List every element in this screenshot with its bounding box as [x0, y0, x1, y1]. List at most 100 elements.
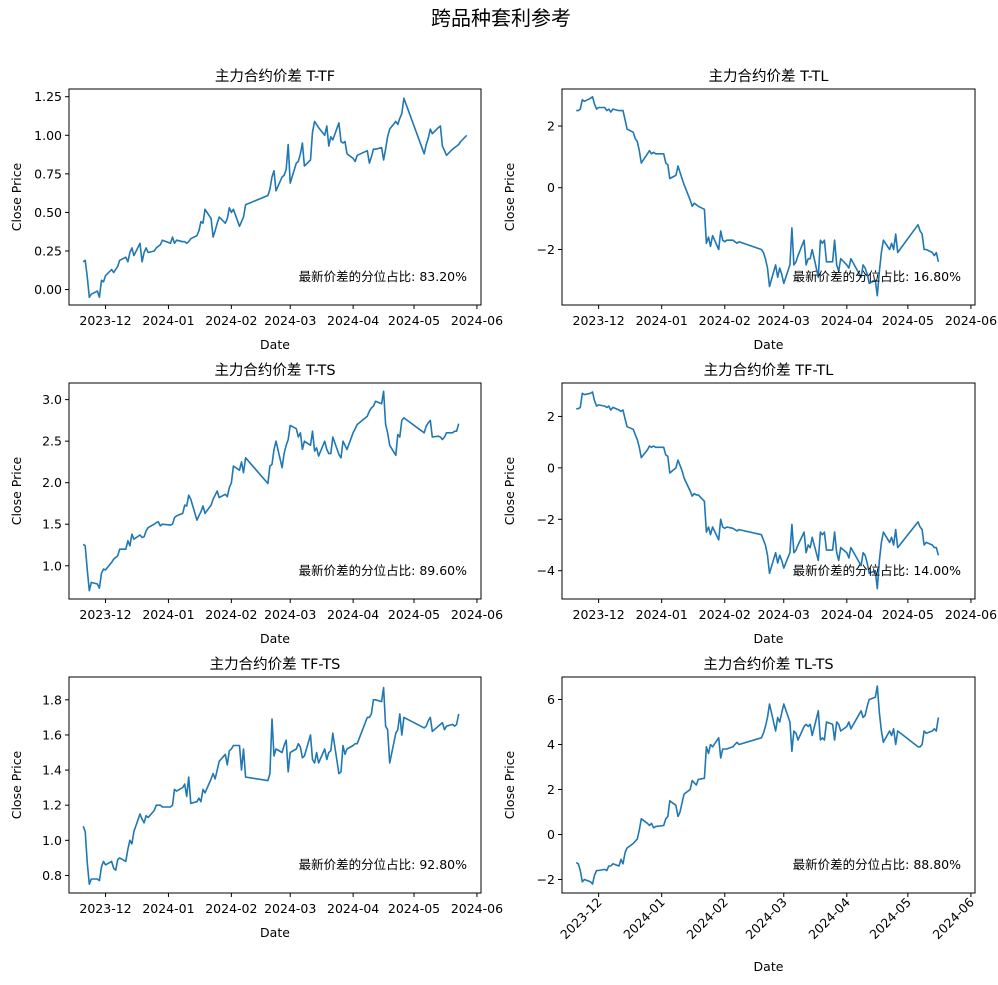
y-axis-label: Close Price — [9, 750, 24, 819]
y-tick-label: 6 — [547, 692, 555, 707]
x-tick-label: 2024-05 — [866, 895, 914, 943]
x-tick-label: 2024-06 — [945, 313, 997, 328]
x-tick-label: 2024-01 — [142, 313, 194, 328]
percentile-annotation: 最新价差的分位占比: 88.80% — [793, 857, 961, 872]
axes-frame — [561, 382, 976, 600]
x-tick-label: 2024-03 — [264, 313, 316, 328]
x-tick-label: 2024-06 — [451, 313, 503, 328]
subplot-4: 主力合约价差 TF-TL −4 −2 0 2 2023-12 2024-01 2024-02 2… — [502, 362, 997, 646]
y-tick-label: −4 — [537, 563, 555, 578]
x-tick-label: 2024-02 — [205, 607, 257, 622]
percentile-annotation: 最新价差的分位占比: 89.60% — [299, 563, 467, 578]
x-tick-label: 2024-05 — [882, 607, 934, 622]
series-line — [576, 95, 940, 297]
subplot-title: 主力合约价差 T-TL — [709, 68, 829, 85]
y-tick-label: 2.0 — [42, 475, 62, 490]
y-tick-label: 2 — [547, 119, 555, 134]
percentile-annotation: 最新价差的分位占比: 83.20% — [299, 269, 467, 284]
x-tick-label: 2024-02 — [205, 901, 257, 916]
x-tick-label: 2023-12 — [573, 607, 625, 622]
y-tick-label: 0.8 — [42, 868, 62, 883]
percentile-annotation: 最新价差的分位占比: 16.80% — [793, 269, 961, 284]
y-tick-label: 1.0 — [42, 558, 62, 573]
y-tick-label: −2 — [537, 872, 555, 887]
percentile-annotation: 最新价差的分位占比: 14.00% — [793, 563, 961, 578]
axes-frame — [561, 88, 976, 306]
axes-frame — [68, 382, 482, 600]
y-tick-label: 1.0 — [42, 833, 62, 848]
x-tick-label: 2024-04 — [821, 607, 873, 622]
y-tick-label: −2 — [537, 512, 555, 527]
subplot-2: 主力合约价差 T-TL −2 0 2 2023-12 2024-01 2024-02 2024… — [502, 68, 997, 352]
y-tick-label: 0 — [547, 460, 555, 475]
y-tick-label: 0 — [547, 180, 555, 195]
subplot-title: 主力合约价差 TF-TL — [704, 362, 834, 379]
y-tick-label: 0.00 — [34, 282, 62, 297]
y-tick-label: 0.25 — [34, 244, 62, 259]
subplot-1: 主力合约价差 T-TF 0.00 0.25 0.50 0.75 1.00 1.25 2023-… — [9, 68, 503, 352]
series-line — [82, 97, 468, 299]
x-tick-label: 2024-01 — [636, 313, 688, 328]
x-tick-label: 2024-06 — [451, 607, 503, 622]
x-axis-label: Date — [754, 631, 784, 646]
subplot-title: 主力合约价差 T-TF — [215, 68, 335, 85]
series-line — [575, 685, 940, 885]
x-tick-label: 2023-12 — [79, 901, 131, 916]
y-tick-label: 1.4 — [42, 763, 62, 778]
x-tick-label: 2024-01 — [142, 901, 194, 916]
x-tick-label: 2024-04 — [327, 901, 379, 916]
subplot-title: 主力合约价差 T-TS — [214, 362, 335, 379]
x-tick-label: 2024-04 — [821, 313, 873, 328]
x-tick-label: 2024-04 — [327, 313, 379, 328]
y-tick-label: 2 — [547, 409, 555, 424]
x-axis-label: Date — [260, 337, 290, 352]
x-axis-label: Date — [754, 337, 784, 352]
x-tick-label: 2024-04 — [805, 894, 853, 942]
x-tick-label: 2024-06 — [945, 607, 997, 622]
y-tick-label: 1.5 — [42, 517, 62, 532]
x-tick-label: 2024-02 — [699, 607, 751, 622]
y-tick-label: 0.75 — [34, 166, 62, 181]
x-tick-label: 2024-05 — [388, 607, 440, 622]
subplot-5: 主力合约价差 TF-TS 0.8 1.0 1.2 1.4 1.6 1.8 2023-12 202… — [9, 656, 503, 940]
x-tick-label: 2024-01 — [636, 607, 688, 622]
x-tick-label: 2024-05 — [388, 313, 440, 328]
y-tick-label: 2 — [547, 782, 555, 797]
y-axis-label: Close Price — [502, 750, 517, 819]
x-tick-label: 2024-01 — [142, 607, 194, 622]
y-tick-label: 1.2 — [42, 798, 62, 813]
y-tick-label: 1.8 — [42, 692, 62, 707]
percentile-annotation: 最新价差的分位占比: 92.80% — [299, 857, 467, 872]
x-tick-label: 2024-06 — [451, 901, 503, 916]
x-tick-label: 2024-02 — [683, 895, 731, 943]
series-line — [82, 390, 460, 592]
figure-title: 跨品种套利参考 — [431, 6, 571, 30]
axes-frame — [561, 676, 976, 894]
x-tick-label: 2024-06 — [930, 894, 978, 942]
y-tick-label: 3.0 — [42, 392, 62, 407]
x-tick-label: 2024-02 — [205, 313, 257, 328]
x-tick-label: 2023-12 — [79, 313, 131, 328]
x-tick-label: 2024-02 — [699, 313, 751, 328]
series-line — [576, 391, 940, 590]
x-tick-label: 2023-12 — [573, 313, 625, 328]
x-axis-label: Date — [260, 925, 290, 940]
x-tick-label: 2024-03 — [264, 607, 316, 622]
y-tick-label: 1.25 — [34, 89, 62, 104]
y-tick-label: 2.5 — [42, 434, 62, 449]
x-tick-label: 2023-12 — [79, 607, 131, 622]
y-axis-label: Close Price — [502, 456, 517, 525]
y-tick-label: 0 — [547, 827, 555, 842]
x-tick-label: 2024-05 — [388, 901, 440, 916]
x-tick-label: 2023-12 — [557, 895, 605, 943]
y-tick-label: 0.50 — [34, 205, 62, 220]
y-tick-label: 4 — [547, 737, 555, 752]
x-tick-label: 2024-03 — [264, 901, 316, 916]
y-axis-label: Close Price — [9, 456, 24, 525]
x-tick-label: 2024-04 — [327, 607, 379, 622]
y-tick-label: 1.00 — [34, 128, 62, 143]
x-tick-label: 2024-05 — [882, 313, 934, 328]
subplot-title: 主力合约价差 TF-TS — [210, 656, 341, 673]
